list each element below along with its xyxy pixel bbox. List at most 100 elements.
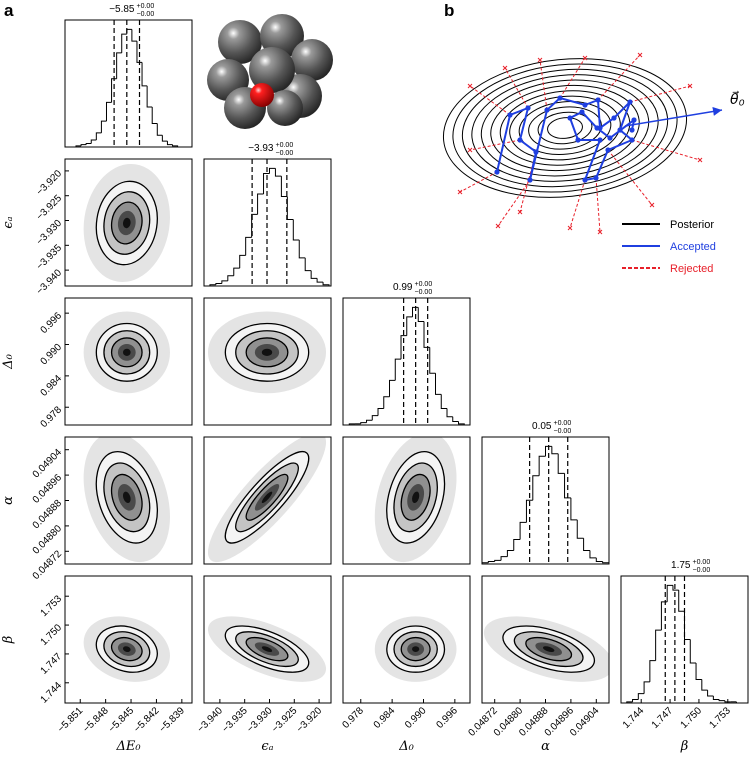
x-axis-label: β [680,739,689,754]
rejected-step [469,139,521,151]
hist-title: 1.75 [671,560,691,571]
histogram-bin [513,539,521,551]
posterior-contour [537,111,593,145]
x-tick-label: 0.990 [403,705,429,731]
histogram-bin [494,559,502,562]
x-tick-label: 0.04904 [568,705,602,739]
rejected-point [457,189,463,195]
accepted-point [567,115,573,121]
rejected-point [597,229,603,235]
x-tick-label: 1.747 [650,705,676,731]
histogram-bin [519,521,527,540]
rejected-step [497,179,531,227]
accepted-point [611,115,617,121]
histogram-bin [724,700,731,703]
histogram-bin [643,681,650,694]
histogram-bin [251,213,258,238]
posterior-contour [499,90,631,166]
x-tick-label: −5.842 [132,705,162,735]
histogram-bin [136,41,143,63]
x-tick-label: 1.750 [679,705,705,731]
accepted-point [595,97,601,103]
y-axis-label: α [1,496,16,505]
posterior-contour [452,63,678,193]
accepted-point [631,117,637,123]
histogram-bin [304,257,312,272]
panel-frame [64,158,193,287]
y-axis-label: Δ₀ [1,353,16,369]
x-tick-label: −5.839 [157,705,187,735]
y-tick-label: 0.978 [39,404,65,430]
histogram-bin [116,52,122,79]
hist-title: −5.85 [109,4,135,15]
histogram-bin [298,239,306,259]
histogram-bin [280,176,288,198]
accepted-point [605,147,611,153]
x-axis-label: α [541,739,550,754]
hist-title: −3.93 [248,143,274,154]
histogram-bin [707,690,714,697]
rejected-step [469,85,511,116]
rejected-point [582,55,588,61]
histogram-bin [400,335,407,360]
histogram-bin [233,267,240,276]
histogram-bin [435,373,442,395]
panel-frame [620,575,749,704]
density-contour [412,646,420,653]
histogram-bin [660,601,668,631]
density-panel [83,437,170,563]
density-contour [122,491,131,504]
histogram-bin [417,307,425,323]
hist-title-minus: −0.00 [276,150,294,157]
rejected-point [637,52,643,58]
rejected-point [697,157,703,163]
density-contour [122,217,131,229]
rejected-step [607,149,653,206]
histogram-bin [532,475,540,501]
x-tick-label: −3.940 [195,705,225,735]
histogram-bin [583,538,590,552]
histogram-bin [487,561,495,563]
histogram-bin [257,193,264,215]
density-contour [261,491,273,504]
rejected-step [595,177,601,233]
hist-title-plus: +0.00 [415,281,433,288]
posterior-contour [490,84,640,172]
hist-title-minus: −0.00 [693,567,711,574]
accepted-point [579,109,585,115]
panel-b-diagram [442,52,723,235]
accepted-point [544,107,550,113]
accepted-point [594,125,600,131]
histogram-bin [371,415,379,421]
histogram-bin [394,358,402,381]
panel-frame [342,297,471,426]
accepted-point [507,112,513,118]
posterior-contour [461,68,669,188]
hist-title-minus: −0.00 [415,289,433,296]
y-tick-label: 0.984 [39,373,65,399]
y-tick-label: −3.940 [35,267,65,297]
histogram-bin [557,453,565,474]
histogram-bin [95,132,102,140]
histogram-bin [672,585,679,591]
panel-frame [203,436,332,565]
histogram-bin [316,278,324,283]
histogram-bin [632,698,639,702]
accepted-point [575,137,581,143]
density-panel [207,437,327,563]
x-tick-label: −5.845 [107,705,137,735]
histogram-bin [589,550,597,559]
histogram-bin [689,639,697,664]
histogram-bin [423,321,430,348]
hist-title: 0.05 [532,421,552,432]
histogram-bin [161,135,168,142]
histogram-bin [458,421,465,425]
histogram-bin [310,270,318,279]
panel-frame [342,436,471,565]
accepted-point [533,149,539,155]
theta-arrow [624,107,723,127]
histogram-bin [595,557,603,563]
histogram-bin [286,196,294,221]
panel-frame [203,297,332,426]
